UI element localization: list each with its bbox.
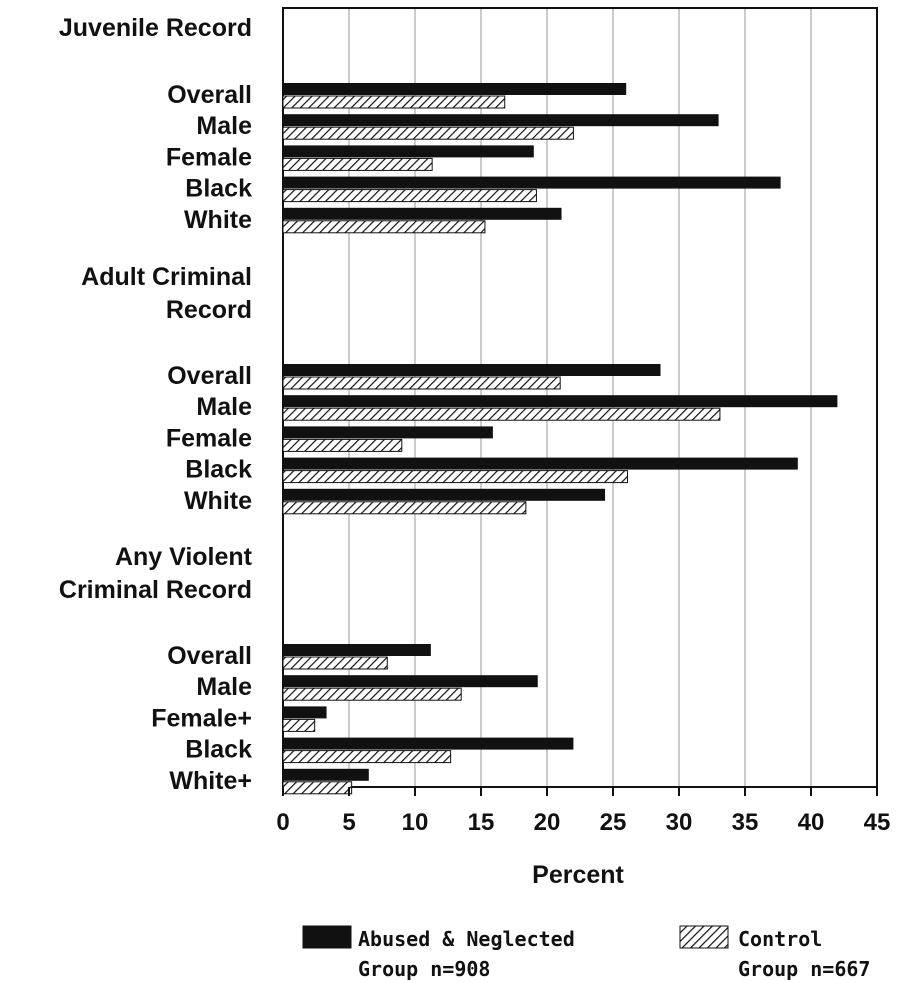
x-tick-label: 0	[276, 809, 289, 836]
bar-control	[282, 718, 316, 732]
bar-control	[282, 501, 527, 515]
x-axis-ticks: 0 5 10 15 20 25 30 35 40 45	[276, 787, 890, 836]
category-label: Male	[196, 673, 252, 701]
section-title: Any Violent	[115, 543, 253, 571]
legend-swatch-abused-neglected	[302, 925, 352, 949]
bar-abused-neglected	[283, 395, 838, 408]
x-tick-label: 40	[798, 809, 825, 836]
x-tick-label: 15	[468, 809, 495, 836]
bar-abused-neglected	[283, 737, 574, 750]
category-labels: Juvenile Record Overall Male Female Black Whi…	[59, 14, 253, 795]
bar-control	[282, 189, 537, 203]
category-label: Black	[185, 456, 252, 484]
bar-control	[282, 750, 452, 764]
category-label: Black	[185, 736, 252, 764]
bar-abused-neglected	[283, 364, 661, 376]
category-label: Overall	[167, 362, 252, 390]
legend-sublabel: Group n=908	[358, 957, 490, 981]
bar-abused-neglected	[283, 644, 431, 656]
x-tick-label: 45	[864, 809, 891, 836]
section-title: Criminal Record	[59, 576, 252, 604]
bar-abused-neglected	[283, 207, 562, 220]
section-title: Juvenile Record	[59, 14, 252, 42]
x-tick-label: 25	[600, 809, 627, 836]
legend: Abused & Neglected Group n=908 Control Grou…	[302, 925, 870, 981]
section-title: Adult Criminal	[81, 263, 252, 291]
bar-abused-neglected	[283, 675, 538, 688]
bar-abused-neglected	[283, 114, 719, 127]
bar-control	[282, 438, 403, 452]
category-label: Female	[166, 143, 252, 171]
bars	[282, 83, 838, 795]
category-label: Female	[166, 424, 252, 452]
category-label: White	[184, 206, 252, 234]
bar-control	[282, 470, 629, 484]
category-label: Overall	[167, 642, 252, 670]
bar-abused-neglected	[283, 768, 369, 781]
section-title: Record	[166, 296, 252, 324]
x-tick-label: 30	[666, 809, 693, 836]
legend-label: Control	[738, 927, 822, 951]
bar-control	[282, 220, 486, 234]
x-tick-label: 5	[342, 809, 355, 836]
x-tick-label: 20	[534, 809, 561, 836]
bar-abused-neglected	[283, 145, 534, 158]
legend-sublabel: Group n=667	[738, 957, 870, 981]
bar-abused-neglected	[283, 457, 798, 470]
bar-control	[282, 407, 721, 421]
bar-control	[282, 95, 506, 109]
category-label: White	[184, 487, 252, 515]
bar-control	[282, 656, 388, 670]
bar-abused-neglected	[283, 706, 327, 719]
category-label: Female+	[151, 704, 252, 732]
bar-abused-neglected	[283, 83, 627, 95]
x-tick-label: 35	[732, 809, 759, 836]
bar-control	[282, 376, 561, 390]
category-label: Black	[185, 175, 252, 203]
category-label: White+	[169, 767, 252, 795]
x-axis-title: Percent	[532, 861, 624, 889]
bar-control	[282, 781, 353, 795]
legend-label: Abused & Neglected	[358, 927, 575, 951]
legend-swatch-control	[679, 925, 729, 949]
bar-abused-neglected	[283, 426, 493, 439]
category-label: Male	[196, 393, 252, 421]
category-label: Male	[196, 112, 252, 140]
x-tick-label: 10	[402, 809, 429, 836]
bar-abused-neglected	[283, 176, 781, 189]
bar-control	[282, 157, 433, 171]
bar-control	[282, 687, 462, 701]
bar-control	[282, 126, 574, 140]
bar-abused-neglected	[283, 488, 606, 501]
category-label: Overall	[167, 81, 252, 109]
